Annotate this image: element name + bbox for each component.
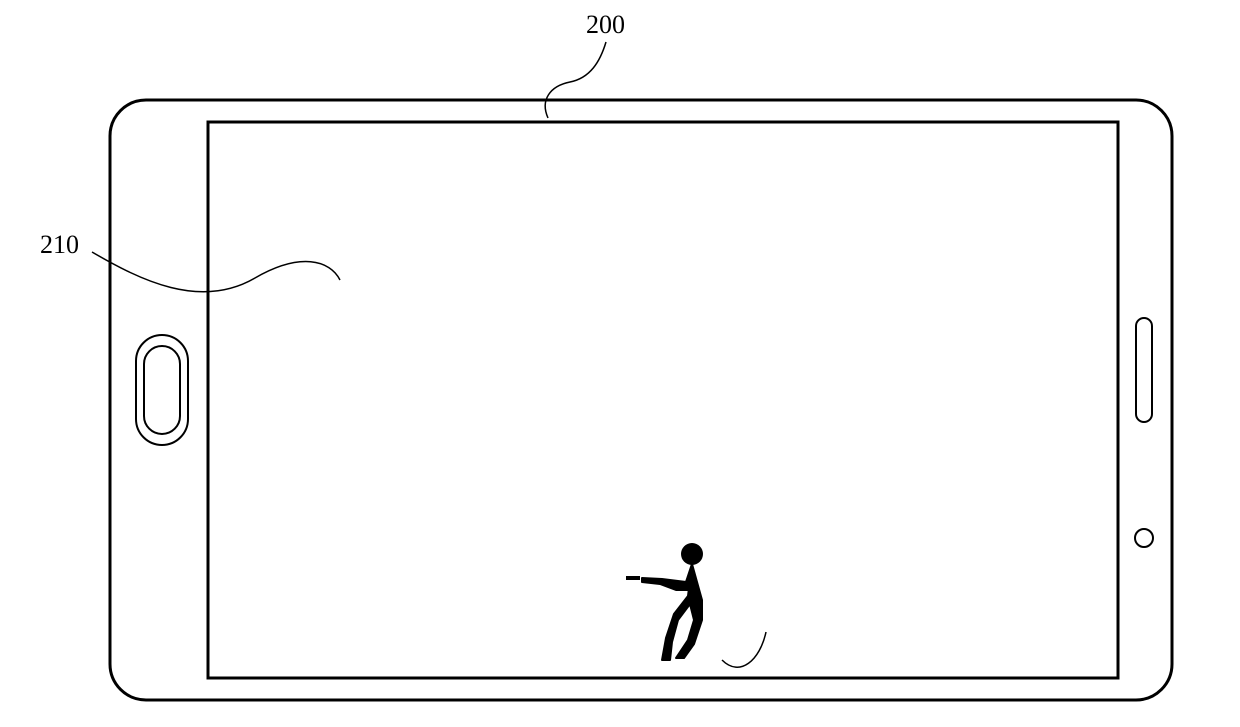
figure-canvas: 200 210 220 — [0, 0, 1240, 727]
diagram-svg — [0, 0, 1240, 727]
speaker-slot — [1136, 318, 1152, 422]
home-button-inner — [144, 346, 180, 434]
device-screen — [208, 122, 1118, 678]
character-head — [681, 543, 703, 565]
leader-200 — [545, 42, 606, 118]
character-gun — [626, 576, 640, 580]
front-camera — [1135, 529, 1153, 547]
